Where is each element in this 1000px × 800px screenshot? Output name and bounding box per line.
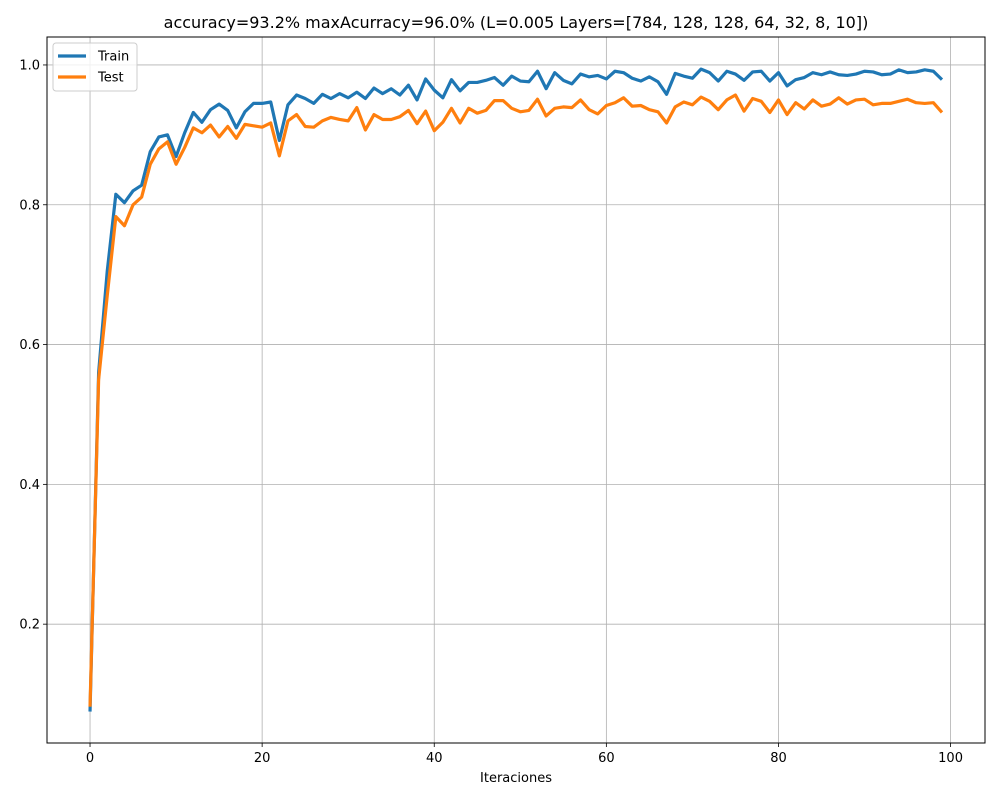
x-tick-label: 0 (86, 751, 94, 766)
ticks: 0 20 40 60 80 100 0.2 0.4 0.6 0.8 1.0 (19, 58, 963, 766)
x-tick-label: 60 (598, 751, 615, 766)
y-tick-label: 0.2 (19, 618, 40, 633)
x-axis-label: Iteraciones (480, 771, 552, 786)
y-tick-label: 1.0 (19, 58, 40, 73)
legend-label-train: Train (97, 50, 129, 65)
x-tick-label: 80 (770, 751, 787, 766)
series-layer (88, 67, 944, 712)
plot-frame (46, 36, 986, 744)
legend-label-test: Test (97, 71, 124, 86)
series-line-test (88, 93, 944, 707)
y-tick-label: 0.6 (19, 338, 40, 353)
x-tick-label: 20 (254, 751, 271, 766)
y-tick-label: 0.4 (19, 478, 40, 493)
series-line-train (88, 67, 944, 712)
grid (47, 37, 985, 743)
chart-title: accuracy=93.2% maxAcurracy=96.0% (L=0.00… (164, 13, 869, 32)
y-tick-label: 0.8 (19, 198, 40, 213)
x-tick-label: 40 (426, 751, 443, 766)
legend: Train Test (52, 42, 138, 92)
x-tick-label: 100 (938, 751, 963, 766)
